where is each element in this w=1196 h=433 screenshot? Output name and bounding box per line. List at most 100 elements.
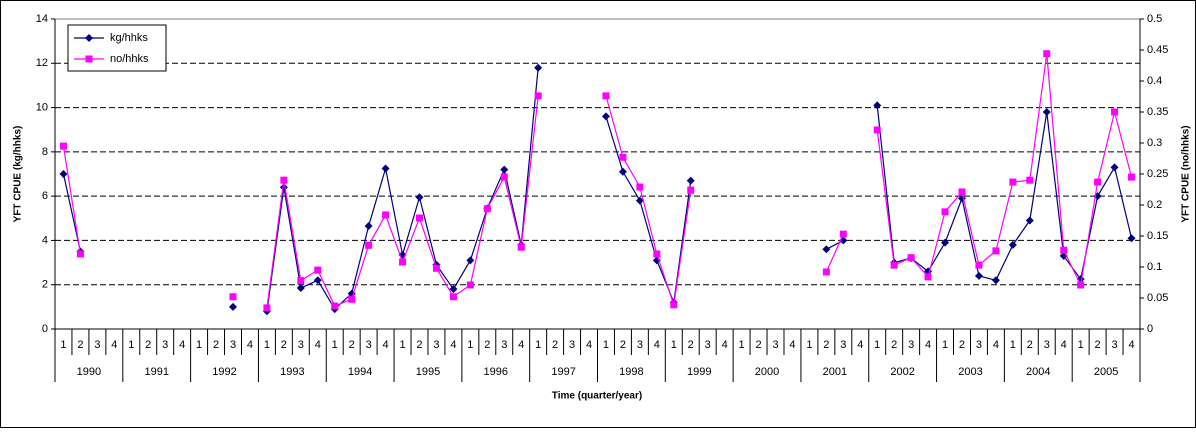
marker — [822, 245, 831, 254]
x-tick-label: 4 — [1061, 339, 1067, 351]
series-line — [876, 105, 1133, 281]
marker — [670, 301, 678, 309]
x-tick-label: 3 — [705, 339, 711, 351]
series-line — [605, 95, 692, 306]
marker — [483, 205, 491, 213]
y-tick-label: 12 — [36, 57, 48, 69]
x-group-label: 2003 — [958, 366, 982, 378]
plot-area — [54, 18, 1141, 330]
marker — [1077, 281, 1085, 289]
marker — [85, 55, 93, 63]
y-axis-title: YFT CPUE (kg/hhks) — [13, 126, 24, 223]
marker — [449, 293, 457, 301]
marker — [399, 258, 407, 266]
x-tick-label: 4 — [383, 339, 389, 351]
x-group-label: 2002 — [890, 366, 914, 378]
y2-tick-label: 0.2 — [1147, 199, 1162, 211]
marker — [619, 153, 627, 161]
marker — [958, 188, 966, 196]
marker — [59, 170, 68, 178]
x-group-label: 1990 — [77, 366, 101, 378]
marker — [500, 173, 508, 181]
x-tick-label: 2 — [552, 339, 558, 351]
marker — [1043, 50, 1051, 58]
x-tick-label: 4 — [315, 339, 321, 351]
marker — [381, 164, 390, 173]
x-tick-label: 1 — [399, 339, 405, 351]
x-tick-label: 3 — [976, 339, 982, 351]
x-tick-label: 1 — [535, 339, 541, 351]
marker — [331, 302, 339, 310]
x-tick-label: 2 — [1095, 339, 1101, 351]
x-tick-label: 4 — [857, 339, 863, 351]
x-group-label: 2005 — [1094, 366, 1118, 378]
x-tick-label: 1 — [1010, 339, 1016, 351]
x-group-label: 1999 — [687, 366, 711, 378]
legend-label: kg/hhks — [110, 32, 148, 44]
y-tick-label: 2 — [42, 279, 48, 291]
marker — [415, 214, 423, 222]
y2-axis-title: YFT CPUE (no/hhks) — [1181, 125, 1192, 222]
series-line — [876, 53, 1133, 287]
x-tick-label: 3 — [637, 339, 643, 351]
marker — [601, 112, 610, 121]
marker — [991, 276, 1000, 285]
x-group-label: 1994 — [348, 366, 372, 378]
marker — [873, 126, 881, 134]
x-tick-label: 2 — [281, 339, 287, 351]
marker — [653, 250, 661, 258]
x-tick-label: 4 — [654, 339, 660, 351]
y2-tick-label: 0.45 — [1147, 44, 1168, 56]
marker — [348, 295, 356, 303]
x-tick-label: 1 — [874, 339, 880, 351]
x-tick-label: 4 — [111, 339, 117, 351]
x-group-label: 1998 — [619, 366, 643, 378]
marker — [890, 261, 898, 269]
marker — [686, 176, 695, 185]
x-tick-label: 2 — [213, 339, 219, 351]
marker — [296, 284, 305, 293]
x-tick-label: 2 — [823, 339, 829, 351]
x-tick-label: 1 — [1078, 339, 1084, 351]
y2-tick-label: 0.4 — [1147, 75, 1162, 87]
x-tick-label: 3 — [501, 339, 507, 351]
x-group-label: 2001 — [823, 366, 847, 378]
y-tick-label: 10 — [36, 101, 48, 113]
x-tick-label: 1 — [264, 339, 270, 351]
marker — [822, 268, 830, 276]
marker — [1025, 216, 1034, 225]
marker — [924, 273, 932, 281]
x-tick-label: 1 — [603, 339, 609, 351]
x-tick-label: 2 — [891, 339, 897, 351]
x-tick-label: 1 — [671, 339, 677, 351]
series-line — [825, 233, 844, 273]
x-tick-label: 4 — [1128, 339, 1134, 351]
marker — [517, 243, 525, 251]
x-tick-label: 4 — [789, 339, 795, 351]
marker — [992, 247, 1000, 255]
marker — [618, 167, 627, 176]
y2-tick-label: 0.35 — [1147, 106, 1168, 118]
marker — [1026, 176, 1034, 184]
marker — [263, 304, 271, 312]
x-tick-label: 1 — [332, 339, 338, 351]
x-group-label: 1993 — [280, 366, 304, 378]
marker — [364, 222, 373, 231]
x-tick-label: 3 — [1112, 339, 1118, 351]
x-tick-label: 4 — [722, 339, 728, 351]
x-tick-label: 2 — [959, 339, 965, 351]
x-group-label: 1997 — [551, 366, 575, 378]
marker — [432, 264, 440, 272]
marker — [398, 250, 407, 259]
x-tick-label: 2 — [145, 339, 151, 351]
marker — [76, 250, 84, 258]
x-tick-label: 3 — [366, 339, 372, 351]
marker — [975, 261, 983, 269]
y-tick-label: 4 — [42, 234, 48, 246]
legend-label: no/hhks — [110, 53, 149, 65]
x-group-label: 2004 — [1026, 366, 1050, 378]
y-tick-label: 0 — [42, 323, 48, 335]
marker — [1042, 108, 1051, 116]
x-group-label: 1992 — [212, 366, 236, 378]
x-tick-label: 3 — [569, 339, 575, 351]
